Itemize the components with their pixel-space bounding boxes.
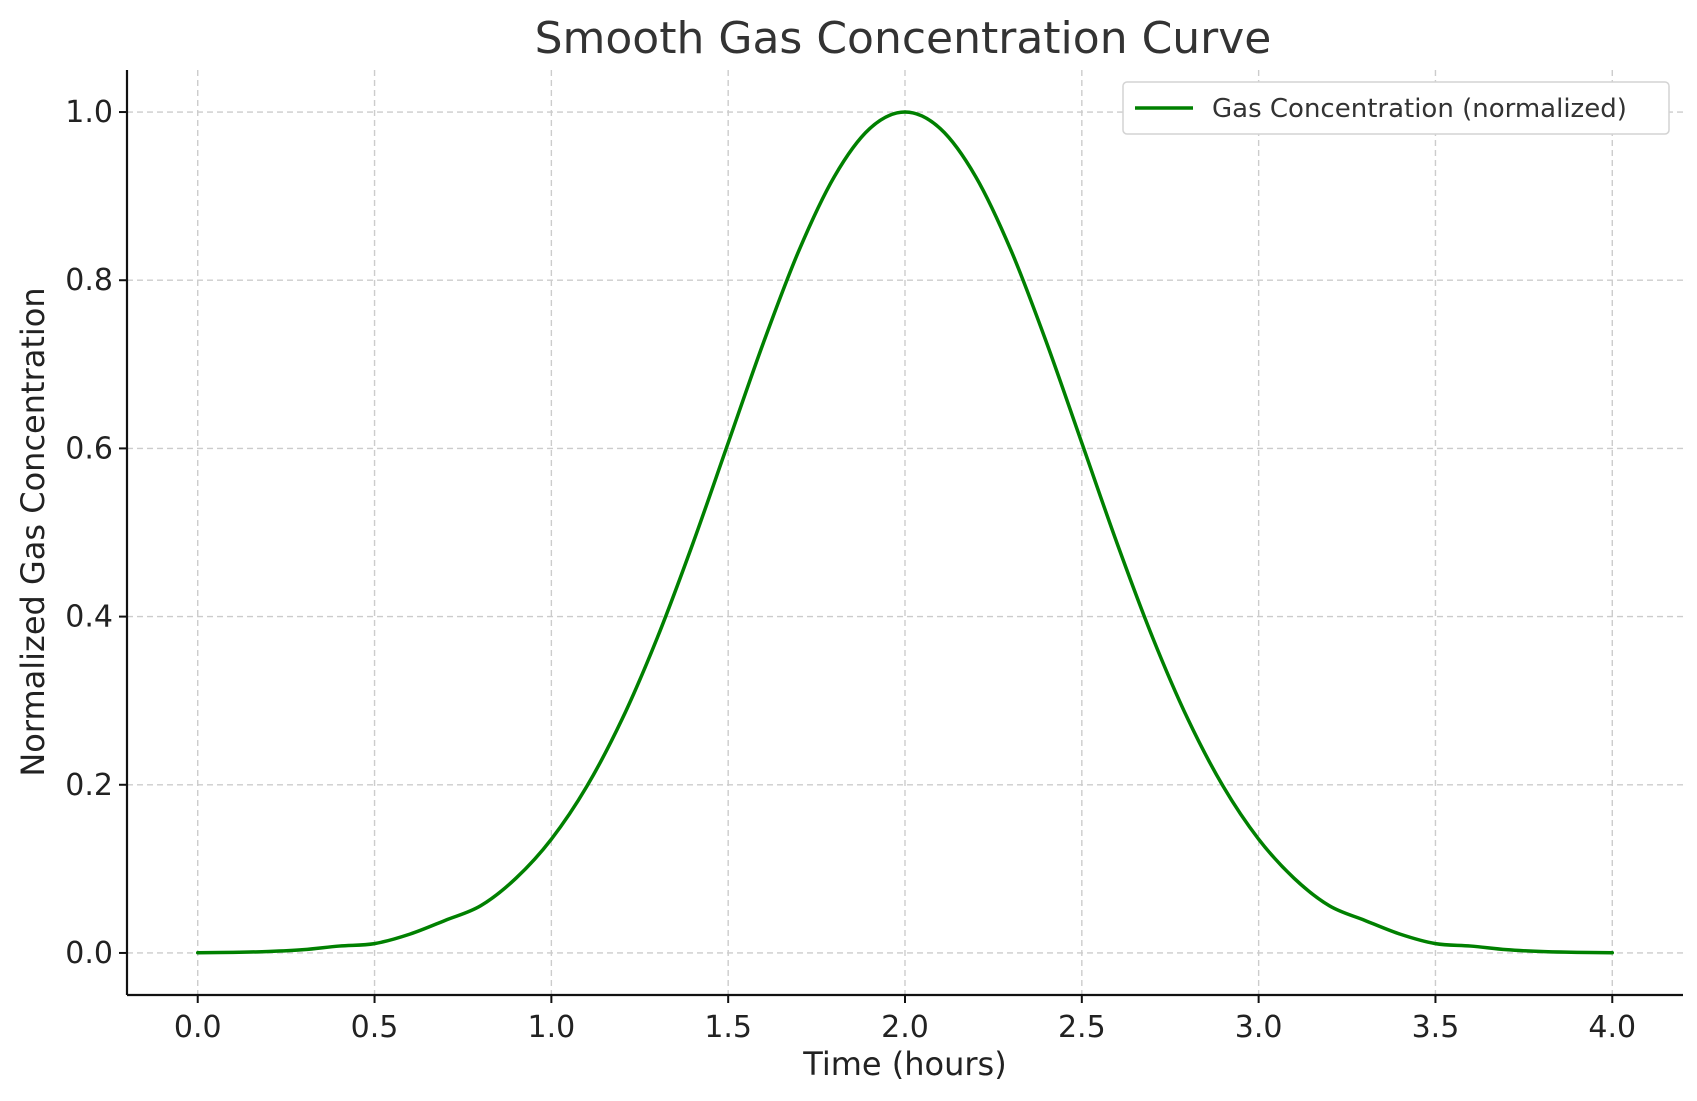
y-tick-label: 1.0: [65, 95, 113, 130]
x-tick-label: 2.5: [1058, 1010, 1106, 1045]
x-tick-label: 1.5: [704, 1010, 752, 1045]
y-axis-ticks: 0.0 0.2 0.4 0.6 0.8 1.0: [65, 95, 127, 971]
y-tick-label: 0.8: [65, 263, 113, 298]
legend: Gas Concentration (normalized): [1122, 81, 1670, 135]
x-tick-label: 3.0: [1235, 1010, 1283, 1045]
y-axis-label: Normalized Gas Concentration: [14, 287, 52, 776]
y-tick-label: 0.6: [65, 431, 113, 466]
series-layer: [195, 110, 1615, 955]
series-line-gas-concentration: [195, 110, 1615, 955]
legend-entry-label: Gas Concentration (normalized): [1212, 94, 1627, 124]
x-tick-label: 3.5: [1412, 1010, 1460, 1045]
x-tick-label: 1.0: [528, 1010, 576, 1045]
x-axis-ticks: 0.0 0.5 1.0 1.5 2.0 2.5 3.0 3.5 4.0: [174, 995, 1636, 1045]
x-axis-label: Time (hours): [802, 1045, 1006, 1083]
x-tick-label: 2.0: [881, 1010, 929, 1045]
y-tick-label: 0.4: [65, 600, 113, 635]
legend-box: [1122, 81, 1670, 135]
grid: [127, 70, 1683, 995]
x-tick-label: 0.0: [174, 1010, 222, 1045]
y-tick-label: 0.0: [65, 936, 113, 971]
y-tick-label: 0.2: [65, 768, 113, 803]
x-tick-label: 4.0: [1588, 1010, 1636, 1045]
chart-title: Smooth Gas Concentration Curve: [535, 13, 1272, 64]
x-tick-label: 0.5: [351, 1010, 399, 1045]
